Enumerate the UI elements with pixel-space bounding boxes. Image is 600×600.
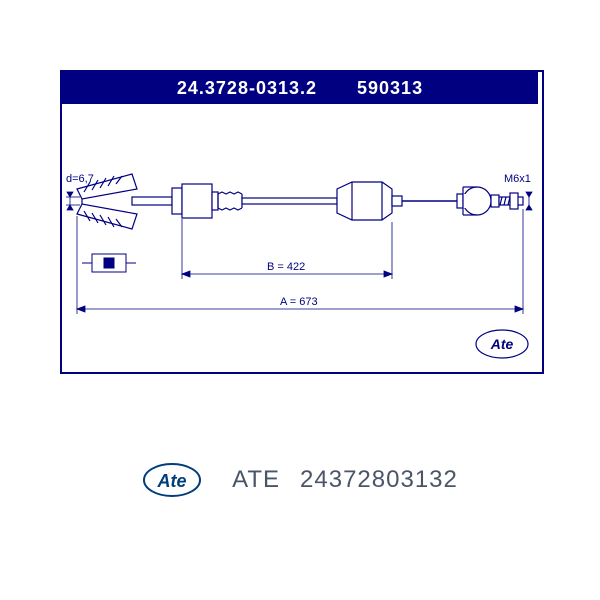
- dim-d: d=6,7: [66, 173, 94, 185]
- ate-frame-logo: Ate: [476, 330, 528, 358]
- part-number: 24372803132: [300, 466, 458, 494]
- ate-logo: Ate: [142, 460, 202, 500]
- svg-text:Ate: Ate: [490, 336, 514, 352]
- dim-a: A = 673: [280, 296, 318, 308]
- dim-thread: M6x1: [504, 173, 531, 185]
- dim-b: B = 422: [267, 261, 305, 273]
- footer-text: ATE 24372803132: [232, 466, 458, 494]
- svg-text:Ate: Ate: [157, 471, 187, 491]
- product-card: 24.3728-0313.2 590313: [0, 0, 600, 600]
- part-reference: 24.3728-0313.2: [177, 78, 317, 99]
- diagram-header: 24.3728-0313.2 590313: [62, 72, 538, 104]
- cable-schematic: d=6,7 M6x1 B =: [62, 104, 538, 368]
- part-code: 590313: [357, 78, 423, 99]
- technical-diagram: d=6,7 M6x1 B =: [62, 104, 538, 368]
- ate-logo-icon: Ate: [142, 460, 202, 500]
- product-footer: Ate ATE 24372803132: [0, 460, 600, 500]
- brand-name: ATE: [232, 466, 280, 494]
